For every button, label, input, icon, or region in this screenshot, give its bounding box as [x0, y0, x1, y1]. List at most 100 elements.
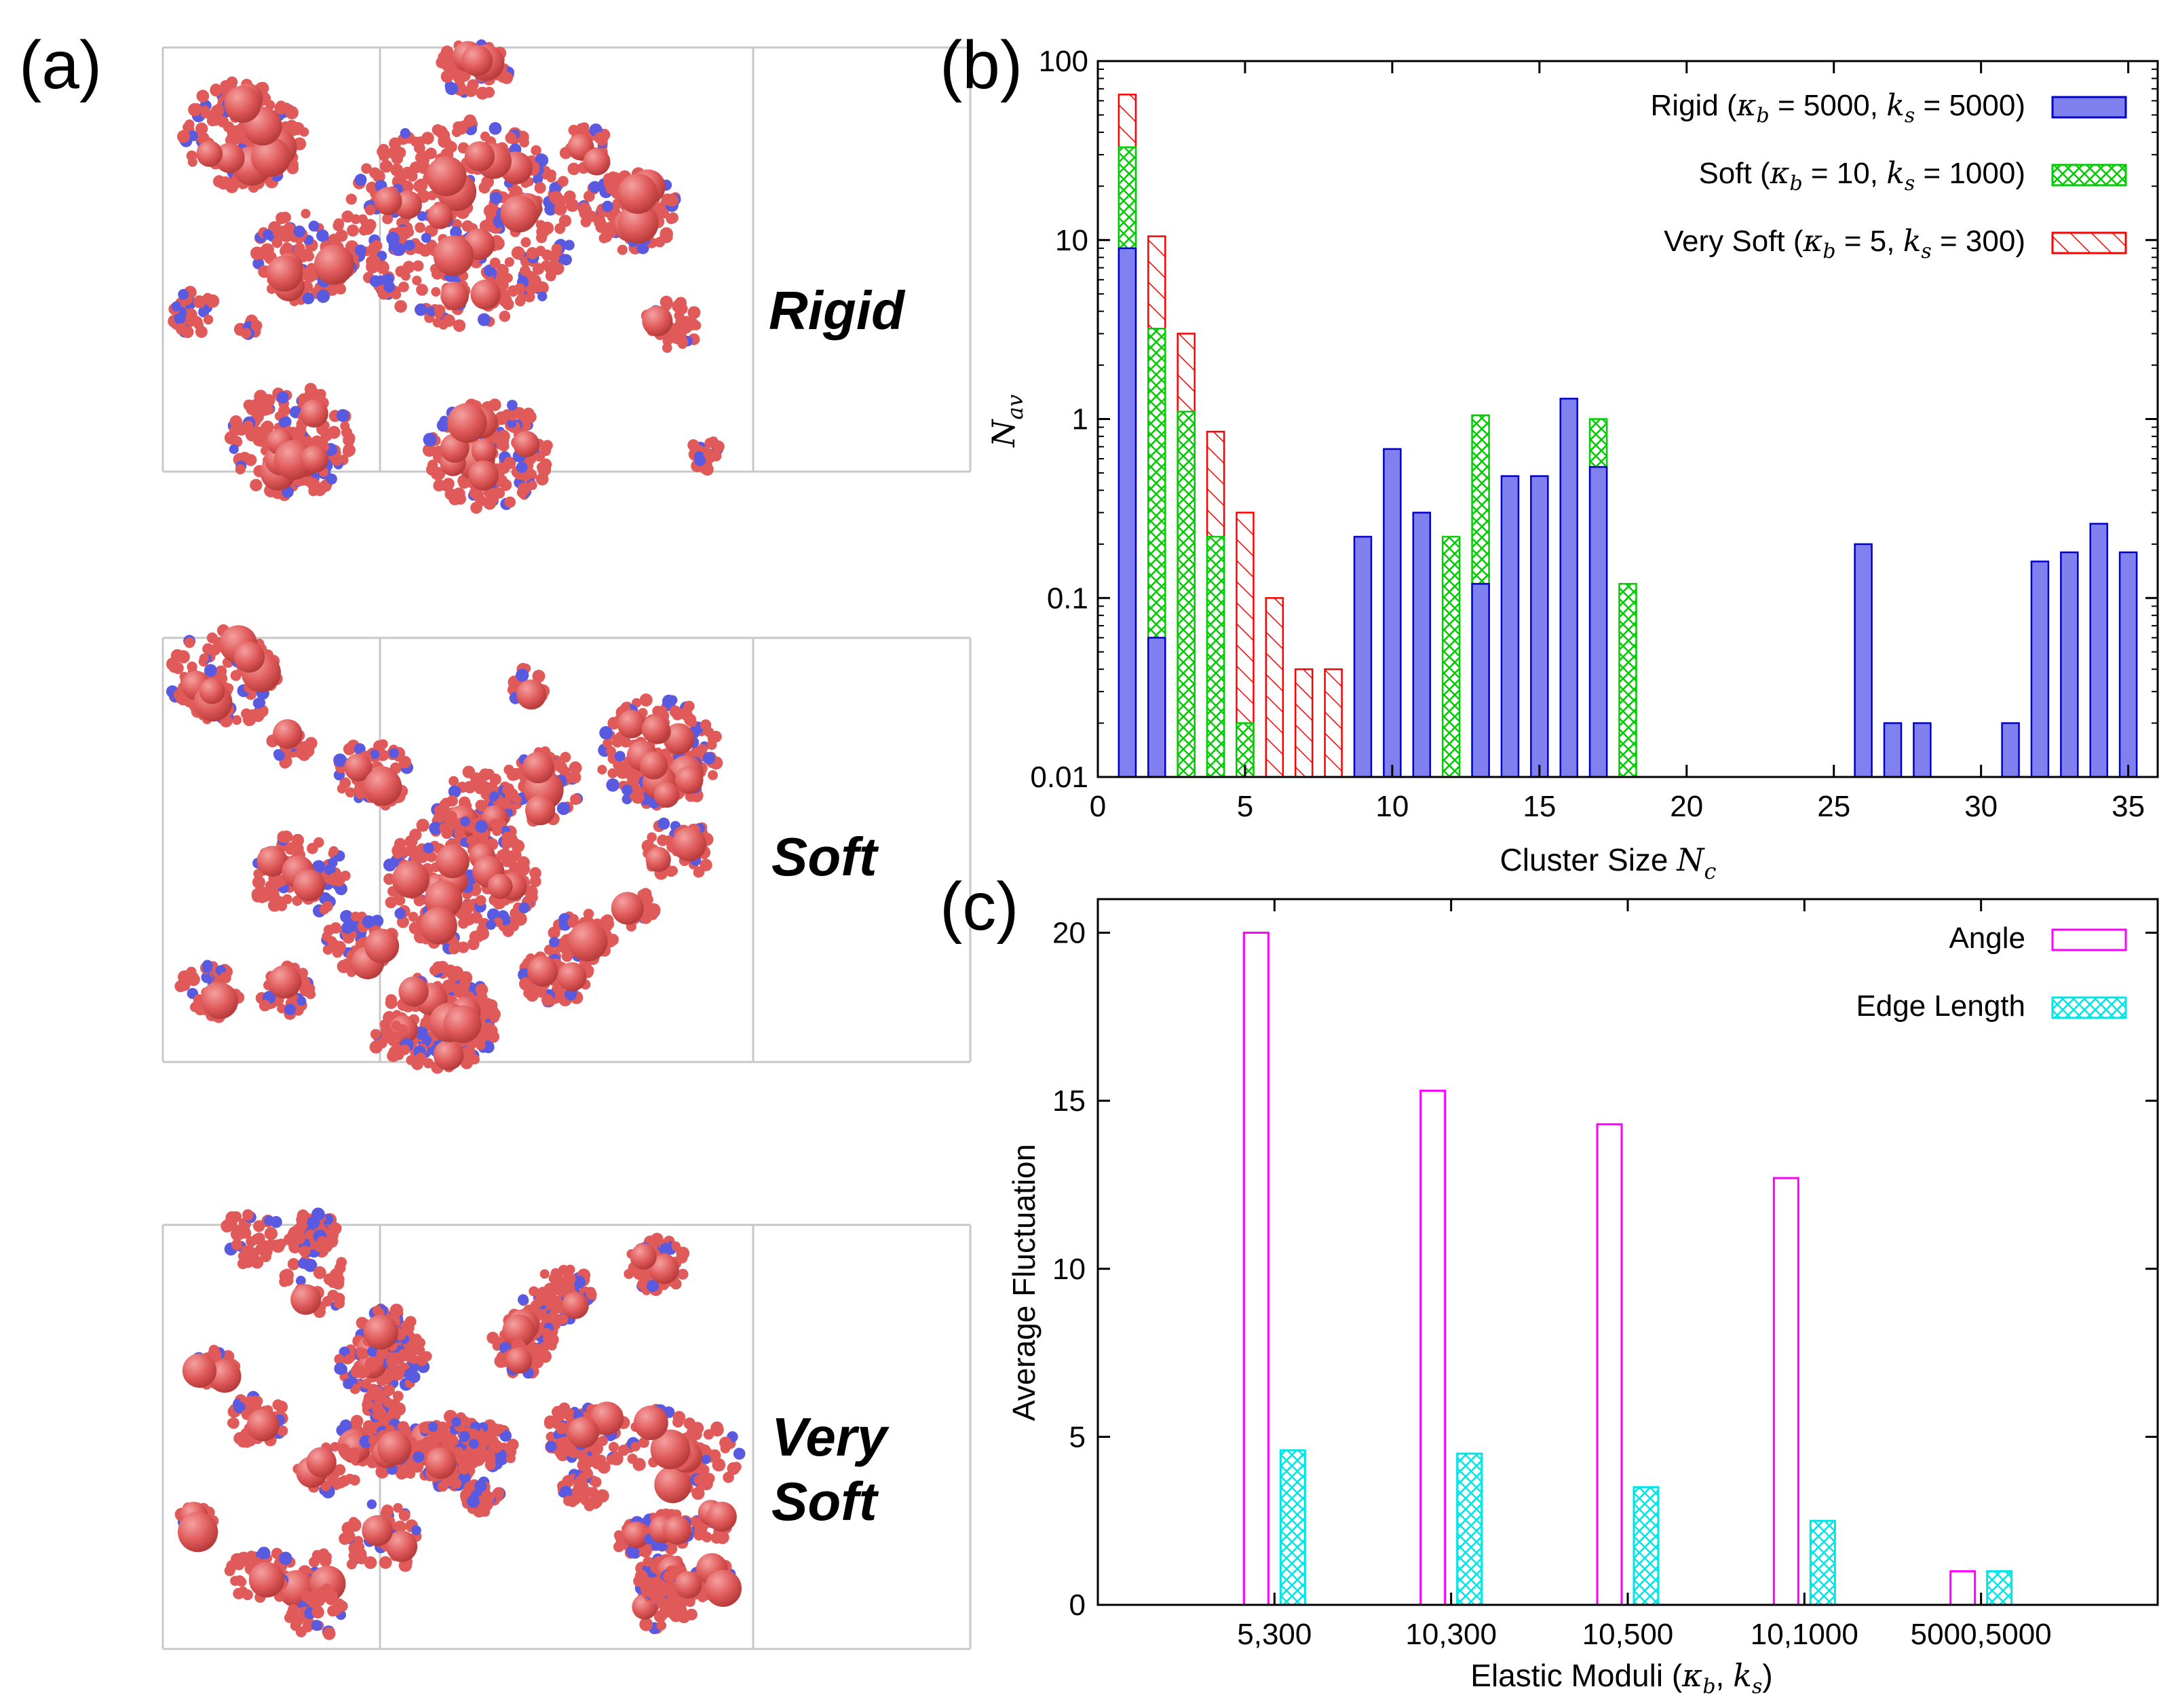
large-particle [196, 140, 223, 167]
large-particle [313, 244, 355, 285]
particle [534, 182, 546, 194]
particle [311, 860, 326, 874]
particle [660, 295, 673, 309]
particle [607, 933, 619, 946]
particle [588, 1487, 599, 1498]
particle [598, 233, 609, 244]
particle [202, 643, 214, 655]
particle [299, 1245, 311, 1257]
particle [414, 303, 427, 316]
particle [421, 1035, 432, 1045]
particle [286, 162, 299, 174]
ytick-label-b-1: 0.1 [1047, 582, 1088, 615]
particle [335, 1274, 345, 1285]
large-particle [674, 1571, 702, 1599]
particle [297, 996, 307, 1006]
particle [350, 1415, 364, 1428]
particle [554, 223, 566, 234]
particle [341, 922, 354, 934]
particle [611, 736, 624, 748]
particle [293, 431, 305, 442]
particle [217, 115, 229, 128]
particle [442, 812, 455, 824]
particle [343, 742, 356, 755]
large-particle [433, 1040, 464, 1071]
particle [356, 1347, 366, 1358]
particle [413, 260, 424, 272]
particle [478, 1432, 489, 1443]
particle [437, 1421, 448, 1432]
particle [230, 1576, 240, 1587]
particle [376, 1407, 387, 1418]
particle [608, 1441, 619, 1453]
particle [227, 1417, 240, 1429]
particle [328, 939, 341, 952]
large-particle [527, 955, 558, 987]
bar-rigid-10 [1383, 448, 1402, 778]
particle [188, 103, 202, 117]
particle [486, 1331, 499, 1344]
particle [210, 105, 225, 118]
particle [516, 487, 528, 498]
bar-rigid-11 [1412, 512, 1432, 778]
particle [360, 1367, 370, 1378]
particle [345, 193, 357, 205]
particle [539, 1269, 550, 1279]
bar-very-soft-8 [1324, 668, 1343, 778]
particle [583, 909, 594, 919]
particle [590, 1477, 602, 1488]
bar-rigid-34 [2089, 523, 2108, 778]
large-particle [464, 141, 495, 172]
particle [448, 776, 459, 786]
large-particle [500, 195, 538, 233]
particle [176, 323, 188, 335]
particle [572, 1275, 586, 1289]
particle [329, 1222, 342, 1235]
large-particle [645, 846, 671, 873]
particle [432, 318, 443, 328]
particle [477, 1031, 489, 1042]
particle [311, 1593, 322, 1605]
particle [287, 1604, 299, 1616]
particle [535, 246, 546, 257]
particle [480, 1506, 491, 1517]
particle [361, 1378, 371, 1389]
particle [657, 817, 670, 830]
bar-soft-3 [1177, 411, 1196, 778]
particle [558, 1265, 569, 1276]
particle [364, 219, 377, 231]
particle [469, 1439, 479, 1449]
particle [563, 1495, 574, 1506]
particle [342, 446, 354, 457]
particle [340, 910, 354, 924]
large-particle [292, 869, 325, 902]
particle [686, 1426, 700, 1439]
particle [318, 1548, 329, 1559]
large-particle [447, 403, 487, 443]
particle [358, 214, 368, 224]
particle [455, 1451, 465, 1461]
particle [391, 1367, 404, 1381]
particle [544, 1418, 555, 1429]
particle [526, 247, 539, 260]
particle [187, 130, 198, 142]
bar-angle-1 [1419, 1089, 1447, 1606]
particle [237, 1251, 248, 1261]
particle [467, 1428, 480, 1441]
particle [569, 771, 581, 784]
particle [652, 1583, 663, 1595]
particle [257, 432, 269, 442]
particle [516, 461, 528, 474]
particle [617, 1444, 630, 1456]
large-particle [524, 795, 556, 826]
particle [492, 826, 502, 837]
particle [419, 819, 430, 831]
particle [343, 1530, 356, 1543]
large-particle [617, 203, 659, 244]
axis-title-b-x: Cluster Size Nc [1500, 841, 1717, 884]
particle [442, 314, 455, 327]
bar-edge-length-0 [1279, 1449, 1306, 1606]
particle [577, 1458, 591, 1472]
particle [354, 244, 366, 257]
